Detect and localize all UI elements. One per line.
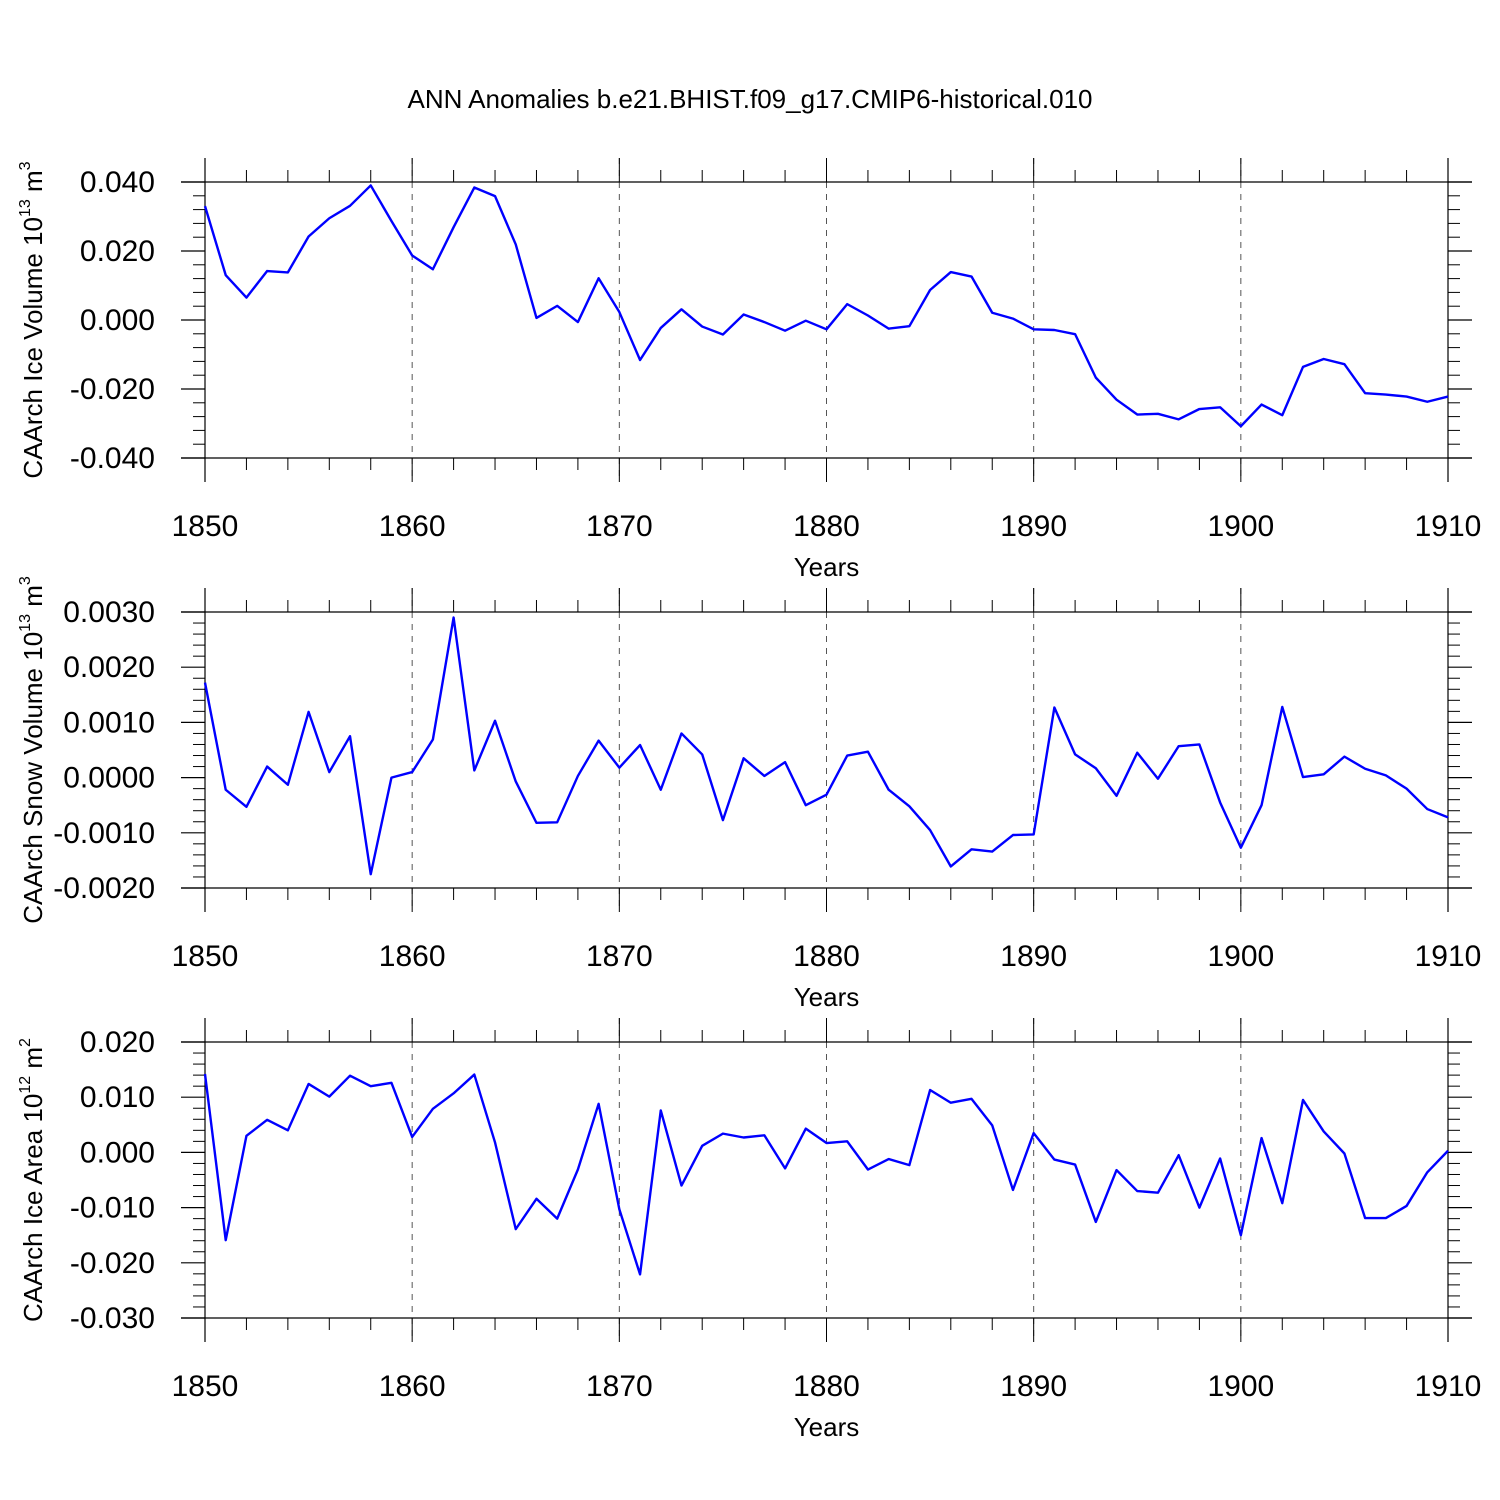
x-axis-title: Years <box>794 552 860 582</box>
y-tick-label: 0.0000 <box>63 762 155 795</box>
x-tick-label: 1870 <box>586 1370 653 1403</box>
x-tick-label: 1910 <box>1415 940 1482 973</box>
x-tick-label: 1870 <box>586 510 653 543</box>
y-tick-label: -0.020 <box>70 373 155 406</box>
y-tick-label: 0.040 <box>80 166 155 199</box>
x-tick-label: 1890 <box>1000 1370 1067 1403</box>
y-axis-title: CAArch Snow Volume 1013 m3 <box>17 576 48 924</box>
y-axis-title-exponent: 13 <box>17 614 34 632</box>
y-axis-title-exponent: 13 <box>17 199 34 217</box>
x-tick-label: 1910 <box>1415 1370 1482 1403</box>
y-axis-title-exponent: 12 <box>17 1076 34 1094</box>
y-tick-label: 0.000 <box>80 304 155 337</box>
series-line <box>203 184 1449 428</box>
panel-2: -0.0020 -0.0010 0.0000 0.0010 0.0020 0.0030 18… <box>17 576 1481 1012</box>
x-tick-label: 1900 <box>1207 1370 1274 1403</box>
x-tick-label: 1900 <box>1207 510 1274 543</box>
x-tick-label: 1860 <box>379 510 446 543</box>
x-tick-label: 1910 <box>1415 510 1482 543</box>
y-axis-title-text: CAArch Snow Volume 10 <box>18 632 48 924</box>
y-axis-title-unit: m <box>18 1047 48 1076</box>
x-tick-label: 1860 <box>379 1370 446 1403</box>
x-tick-label: 1880 <box>793 510 860 543</box>
y-axis-title-unit-exponent: 3 <box>17 161 34 170</box>
y-tick-label: 0.020 <box>80 235 155 268</box>
y-tick-label: -0.0010 <box>53 817 155 850</box>
x-tick-label: 1880 <box>793 940 860 973</box>
y-axis-title: CAArch Ice Volume 1013 m3 <box>17 161 48 478</box>
x-tick-label: 1900 <box>1207 940 1274 973</box>
y-tick-label: -0.030 <box>70 1302 155 1335</box>
panel-3: -0.030 -0.020 -0.010 0.000 0.010 0.020 1850 186… <box>17 1018 1481 1442</box>
y-tick-label: -0.020 <box>70 1247 155 1280</box>
y-axis-title-unit-exponent: 3 <box>17 576 34 585</box>
series-line <box>203 1073 1449 1276</box>
y-tick-label: -0.010 <box>70 1192 155 1225</box>
x-tick-label: 1890 <box>1000 510 1067 543</box>
y-axis-title-text: CAArch Ice Volume 10 <box>18 217 48 479</box>
x-tick-label: 1880 <box>793 1370 860 1403</box>
x-tick-label: 1890 <box>1000 940 1067 973</box>
y-tick-label: -0.040 <box>70 442 155 475</box>
series-line <box>203 616 1449 876</box>
y-tick-label: 0.000 <box>80 1136 155 1169</box>
panels: -0.040 -0.020 0.000 0.020 0.040 1850 1860 1870 1… <box>17 158 1481 1442</box>
y-tick-label: -0.0020 <box>53 872 155 905</box>
y-axis-title-unit: m <box>18 170 48 199</box>
x-axis-title: Years <box>794 1412 860 1442</box>
y-axis-title-unit: m <box>18 585 48 614</box>
x-axis-title: Years <box>794 982 860 1012</box>
y-tick-label: 0.0020 <box>63 651 155 684</box>
y-tick-label: 0.0010 <box>63 706 155 739</box>
x-tick-label: 1850 <box>172 1370 239 1403</box>
panel-1: -0.040 -0.020 0.000 0.020 0.040 1850 1860 1870 1… <box>17 158 1481 582</box>
y-tick-label: 0.010 <box>80 1081 155 1114</box>
x-tick-label: 1870 <box>586 940 653 973</box>
y-axis-title-text: CAArch Ice Area 10 <box>18 1094 48 1322</box>
y-axis-title: CAArch Ice Area 1012 m2 <box>17 1038 48 1322</box>
x-tick-label: 1860 <box>379 940 446 973</box>
chart-title: ANN Anomalies b.e21.BHIST.f09_g17.CMIP6-… <box>407 84 1092 114</box>
y-axis-title-unit-exponent: 2 <box>17 1038 34 1047</box>
y-tick-label: 0.0030 <box>63 596 155 629</box>
y-tick-label: 0.020 <box>80 1026 155 1059</box>
x-tick-label: 1850 <box>172 940 239 973</box>
x-tick-label: 1850 <box>172 510 239 543</box>
